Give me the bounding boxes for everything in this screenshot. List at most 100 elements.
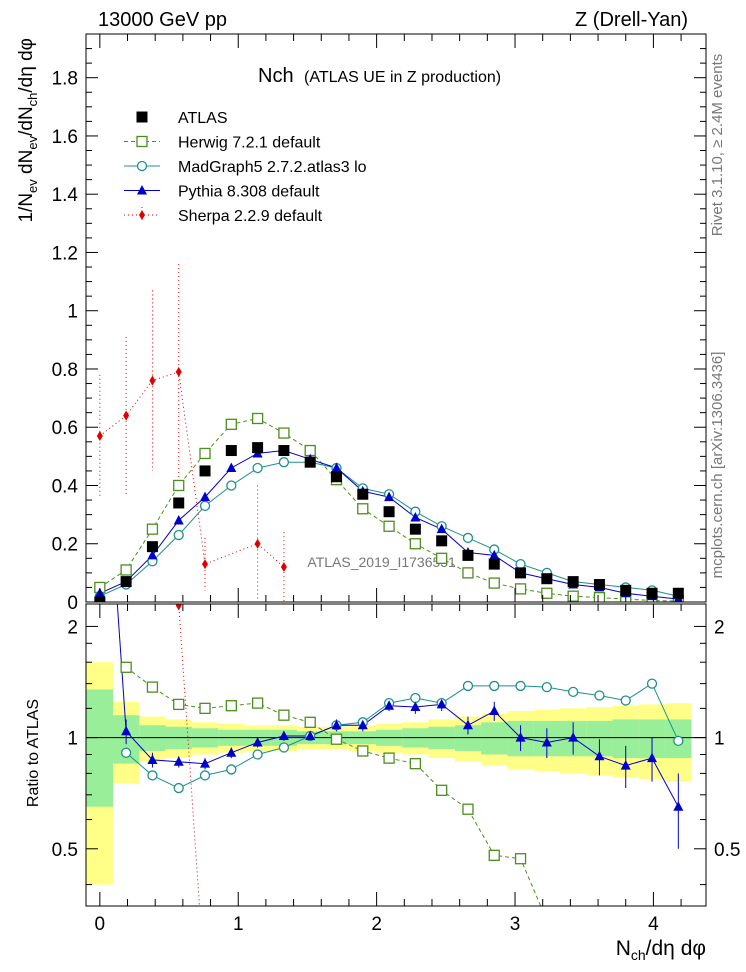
label-part: N <box>616 937 631 960</box>
x-tick-label: 3 <box>510 914 521 935</box>
atlas-point <box>199 465 211 477</box>
herwig-point <box>173 479 185 492</box>
header-right: Z (Drell-Yan) <box>575 9 688 31</box>
atlas-point <box>646 587 658 599</box>
madgraph-point <box>462 532 474 544</box>
herwig-point <box>225 418 237 430</box>
herwig-ratio-point <box>514 853 527 865</box>
sherpa-point <box>123 410 130 421</box>
herwig-ratio-point <box>383 752 395 764</box>
y-tick-label-top: 1.2 <box>52 243 78 264</box>
madgraph-point <box>252 462 263 474</box>
atlas-point <box>278 445 290 457</box>
herwig-ratio-point <box>304 716 316 728</box>
y-tick-label-top: 0.2 <box>52 535 78 556</box>
sherpa-point <box>254 538 261 549</box>
pythia-ratio-point <box>410 701 421 712</box>
sherpa-ratio-line <box>178 604 200 906</box>
pythia-ratio-point <box>620 760 631 770</box>
pythia-ratio-point <box>278 730 289 741</box>
herwig-ratio-point <box>436 784 448 796</box>
herwig-point <box>199 447 211 460</box>
madgraph-ratio-point <box>489 680 500 692</box>
herwig-ratio-point <box>330 733 343 745</box>
atlas-point <box>488 558 500 570</box>
herwig-ratio-point <box>120 661 132 673</box>
atlas-point <box>146 541 158 553</box>
atlas-point <box>173 497 185 509</box>
legend-entry: Sherpa 2.2.9 default <box>124 207 323 225</box>
legend-marker <box>136 111 148 123</box>
pythia-ratio-point <box>331 719 342 730</box>
pythia-ratio-point <box>173 756 184 766</box>
madgraph-point <box>173 529 184 541</box>
x-axis-label: Nch/dη dφ <box>616 937 706 963</box>
pythia-point <box>226 462 237 473</box>
legend-entry: MadGraph5 2.7.2.atlas3 lo <box>124 159 367 176</box>
madgraph-ratio-point <box>226 764 237 775</box>
pythia-point <box>147 549 158 560</box>
herwig-ratio-point <box>488 849 500 861</box>
herwig-point <box>593 591 606 602</box>
legend: ATLAS Herwig 7.2.1 default MadGraph5 2.7.2… <box>124 110 367 225</box>
pythia-ratio-point <box>384 700 395 710</box>
madgraph-ratio-point <box>410 692 421 704</box>
sherpa-ratio-point <box>175 604 182 611</box>
band-inner-bin <box>481 722 508 755</box>
madgraph-ratio-line <box>125 682 679 789</box>
label-part: dN <box>16 150 37 180</box>
y-tick-label-top: 0.6 <box>52 418 78 439</box>
herwig-point <box>120 564 132 576</box>
pythia-ratio-point <box>568 732 579 742</box>
herwig-point <box>541 587 553 599</box>
herwig-line <box>99 417 679 602</box>
pythia-point <box>489 549 500 560</box>
legend-label: Herwig 7.2.1 default <box>178 135 321 152</box>
pythia-point <box>384 491 395 502</box>
label-part: /dη dφ <box>16 38 37 93</box>
atlas-point <box>541 573 553 585</box>
madgraph-point <box>278 457 290 468</box>
legend-marker <box>136 135 148 148</box>
atlas-point <box>436 535 448 547</box>
pythia-ratio-point <box>489 705 500 716</box>
label-subscript: ch <box>631 947 646 963</box>
y-axis-label-bottom: Ratio to ATLAS <box>25 699 42 807</box>
pythia-ratio-point <box>252 736 263 747</box>
y-tick-label-bottom-right: 0.5 <box>714 840 740 861</box>
herwig-point <box>278 427 290 439</box>
ratio-panel-series <box>116 604 684 906</box>
pythia-point <box>173 514 184 525</box>
label-subscript: ev <box>25 179 40 193</box>
herwig-ratio-point <box>409 758 422 770</box>
legend-marker <box>139 210 145 220</box>
y-tick-label-bottom-right: 2 <box>714 617 725 638</box>
atlas-point <box>620 584 632 596</box>
atlas-point <box>120 576 132 588</box>
title-sub: (ATLAS UE in Z production) <box>304 69 501 86</box>
pythia-ratio-point <box>226 747 237 757</box>
y-tick-label-bottom-right: 1 <box>714 729 725 750</box>
x-tick-label: 4 <box>648 914 659 935</box>
madgraph-ratio-point <box>120 747 132 758</box>
herwig-point <box>436 552 448 564</box>
herwig-ratio-point <box>251 697 264 709</box>
y-tick-label-top: 1.4 <box>52 185 79 206</box>
herwig-point <box>567 590 579 602</box>
watermark-text: ATLAS_2019_I1736531 <box>307 554 456 570</box>
analysis-watermark: ATLAS_2019_I1736531 <box>307 554 456 570</box>
title-main: Nch <box>258 65 294 87</box>
atlas-point <box>330 471 342 483</box>
x-tick-label: 2 <box>371 914 382 935</box>
pythia-ratio-point <box>200 758 211 768</box>
x-tick-label: 0 <box>95 914 106 935</box>
pythia-ratio-point <box>647 752 658 763</box>
madgraph-ratio-point <box>252 749 263 760</box>
madgraph-ratio-point <box>594 690 605 701</box>
y-tick-label-bottom: 2 <box>67 617 78 638</box>
label-part: /dN <box>16 106 37 136</box>
legend-entry: Herwig 7.2.1 default <box>124 135 321 152</box>
y-tick-label-top: 1 <box>67 302 78 323</box>
